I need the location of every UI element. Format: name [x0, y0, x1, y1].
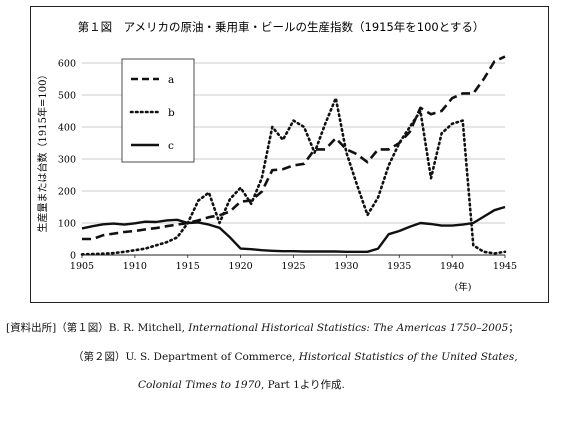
- x-axis-label: (年): [455, 281, 472, 293]
- source-label: [資料出所]: [6, 322, 57, 334]
- x-tick-label: 1920: [229, 261, 253, 272]
- x-tick-label: 1935: [387, 261, 411, 272]
- legend-box: [121, 58, 195, 163]
- x-tick-label: 1905: [70, 261, 94, 272]
- chart-frame: 第１図 アメリカの原油・乗用車・ビールの生産指数（1915年を100とする） 0 1…: [30, 6, 549, 303]
- y-tick-label: 100: [58, 219, 76, 230]
- legend-label-c: c: [168, 140, 174, 152]
- source-1-suffix: ；: [508, 322, 519, 334]
- series-line-c: [81, 205, 506, 254]
- x-tick-label: 1930: [334, 261, 358, 272]
- y-tick-label: 0: [70, 251, 76, 262]
- source-3-suffix: , Part 1より作成.: [260, 379, 345, 391]
- source-line-3: Colonial Times to 1970, Part 1より作成.: [138, 378, 345, 392]
- y-tick-label: 600: [58, 59, 76, 70]
- source-line-1: [資料出所]（第１図）B. R. Mitchell, International…: [6, 321, 519, 335]
- source-line-2: （第２図）U. S. Department of Commerce, Histo…: [73, 350, 518, 364]
- x-tick-label: 1940: [440, 261, 464, 272]
- y-tick-label: 200: [58, 187, 76, 198]
- y-tick-label: 400: [58, 123, 76, 134]
- x-tick-label: 1925: [281, 261, 305, 272]
- source-2-prefix: （第２図）U. S. Department of Commerce,: [73, 351, 299, 363]
- y-axis-label: 生産量または台数（1915年=100）: [36, 70, 49, 233]
- legend-label-b: b: [168, 107, 175, 119]
- x-tick-label: 1945: [493, 261, 517, 272]
- y-tick-label: 300: [58, 155, 76, 166]
- chart-title: 第１図 アメリカの原油・乗用車・ビールの生産指数（1915年を100とする）: [78, 20, 485, 34]
- y-tick-label: 500: [58, 91, 76, 102]
- series-line-b: [80, 96, 507, 256]
- source-1-title: International Historical Statistics: The…: [188, 322, 509, 334]
- series-line-a: [82, 55, 506, 241]
- source-3-title: Colonial Times to 1970: [138, 379, 261, 391]
- source-2-title: Historical Statistics of the United Stat…: [298, 351, 518, 363]
- source-1-prefix: （第１図）B. R. Mitchell,: [56, 322, 189, 334]
- x-tick-label: 1910: [123, 261, 147, 272]
- line-chart: 第１図 アメリカの原油・乗用車・ビールの生産指数（1915年を100とする）01…: [36, 20, 517, 293]
- x-tick-label: 1915: [176, 261, 200, 272]
- legend-label-a: a: [168, 74, 174, 86]
